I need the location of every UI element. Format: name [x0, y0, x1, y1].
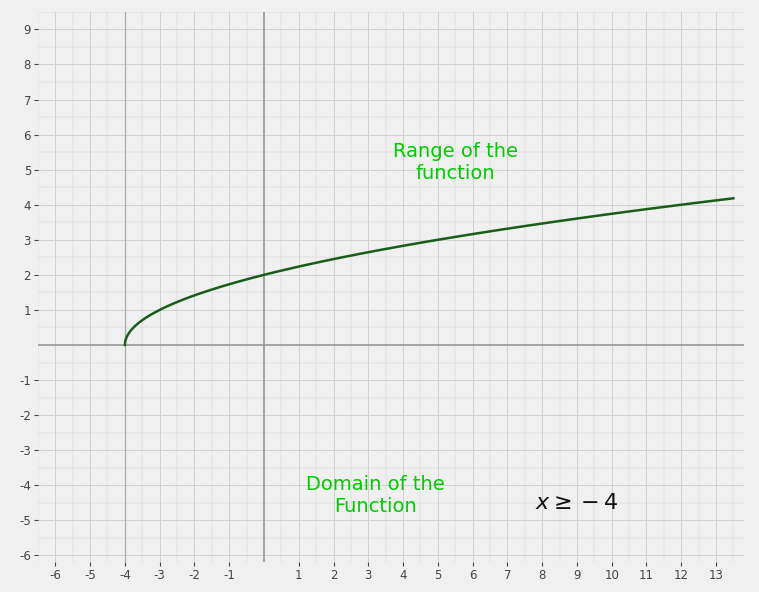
- Text: $x \geq -4$: $x \geq -4$: [535, 492, 619, 514]
- Text: Range of the
function: Range of the function: [392, 142, 518, 183]
- Text: Domain of the
Function: Domain of the Function: [306, 475, 445, 516]
